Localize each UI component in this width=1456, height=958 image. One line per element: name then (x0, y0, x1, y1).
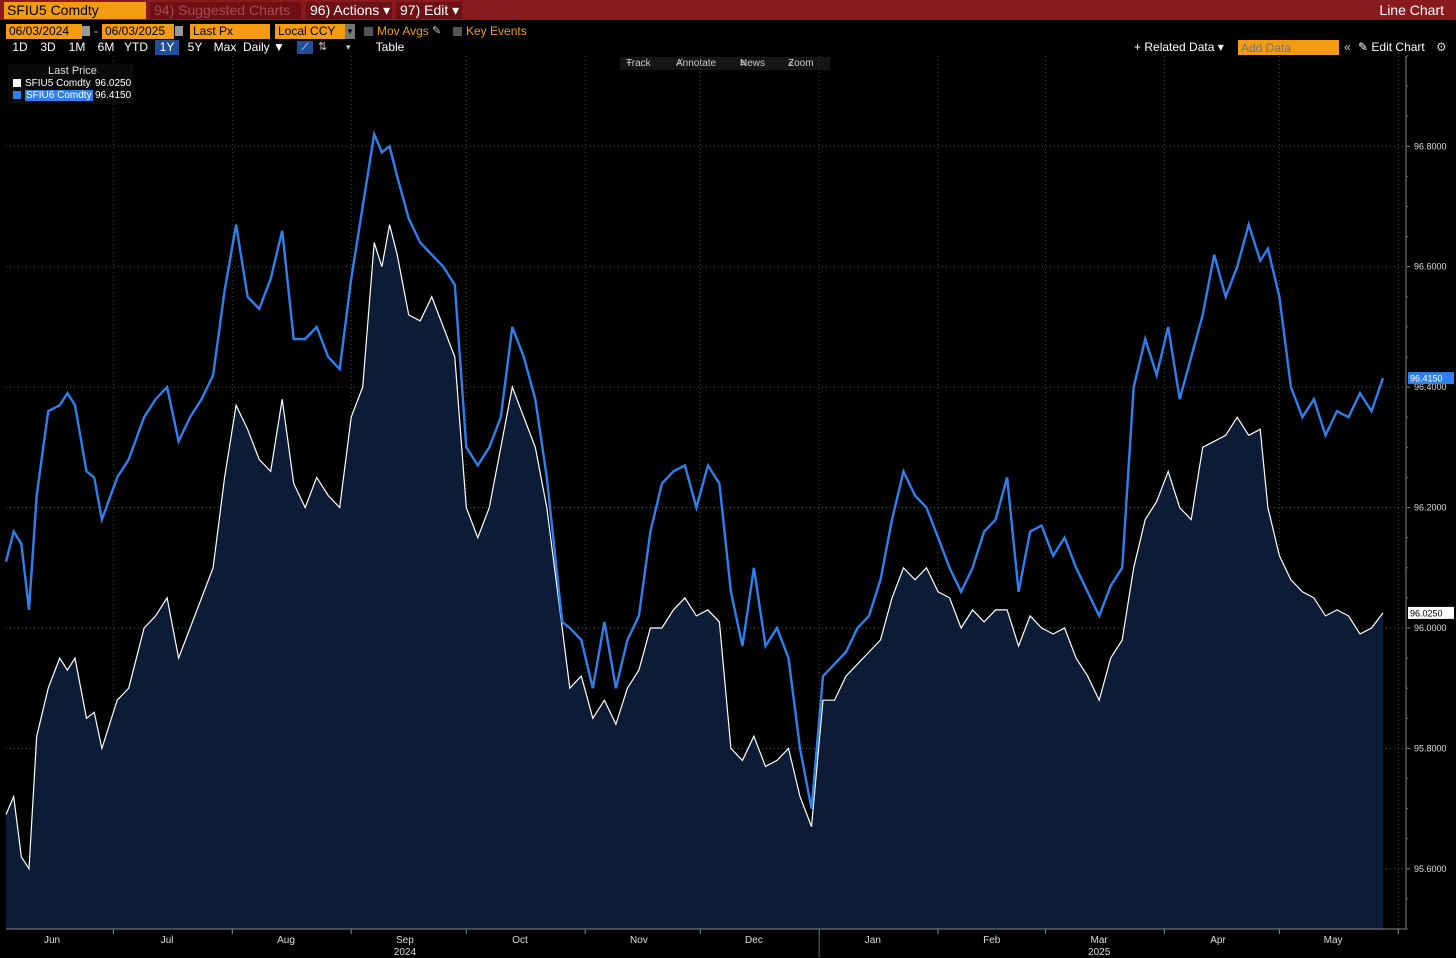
range-max[interactable]: Max (213, 40, 237, 54)
related-data-label: Related Data (1144, 40, 1215, 54)
end-date-field[interactable]: 06/03/2025 (102, 24, 174, 39)
suggested-charts-label: 94) Suggested Charts (154, 2, 291, 18)
actions-menu[interactable]: 96) Actions ▾ (306, 2, 392, 19)
add-data-input[interactable] (1238, 40, 1339, 55)
chevron-down-icon: ▾ (452, 2, 460, 18)
related-data-menu[interactable]: + Related Data ▾ (1134, 40, 1228, 55)
range-3d[interactable]: 3D (40, 40, 56, 54)
x-tick-label: Mar (1091, 935, 1109, 946)
series-sfiu5-area (6, 224, 1383, 930)
x-tick-label: Aug (277, 935, 295, 946)
pencil-icon[interactable]: ✎ (432, 25, 442, 37)
last-value-sfiu6-text: 96.4150 (1410, 374, 1443, 384)
legend-name-sfiu6[interactable]: SFIU6 Comdty (25, 90, 93, 101)
x-year-label: 2024 (394, 947, 417, 958)
y-tick-label: 96.0000 (1414, 623, 1447, 633)
legend-swatch-sfiu6 (13, 91, 21, 99)
x-tick-label: Jun (44, 935, 60, 946)
series-sfiu5-line (5, 224, 1384, 871)
edit-label: 97) Edit (400, 2, 449, 18)
x-tick-label: Nov (630, 935, 648, 946)
pencil-icon: ⟋ (676, 58, 683, 69)
edit-chart-label: Edit Chart (1371, 40, 1425, 54)
range-1y[interactable]: 1Y (155, 40, 179, 55)
x-tick-label: Jan (865, 935, 881, 946)
collapse-icon[interactable]: « (1344, 40, 1351, 54)
table-button[interactable]: Table (375, 40, 405, 54)
x-tick-label: Feb (983, 935, 1001, 946)
ticker-input[interactable]: SFIU5 Comdty (4, 2, 146, 19)
x-tick-label: May (1324, 935, 1343, 946)
legend-value-sfiu5: 96.0250 (95, 78, 132, 89)
y-axis: 95.6000 95.8000 96.0000 96.2000 96.4000 96.60… (1405, 55, 1447, 930)
legend-name-sfiu5[interactable]: SFIU5 Comdty (25, 78, 91, 89)
chevron-down-icon[interactable]: ▾ (345, 24, 355, 39)
range-6m[interactable]: 6M (97, 40, 115, 54)
gear-icon[interactable]: ⚙ (1436, 40, 1447, 54)
zoom-label: Zoom (788, 58, 814, 69)
frequency-selector[interactable]: Daily ▼ (243, 40, 289, 55)
annotate-label: Annotate (676, 58, 717, 69)
y-tick-label: 95.8000 (1414, 743, 1447, 753)
x-tick-label: Oct (512, 935, 528, 946)
mov-avgs-label[interactable]: Mov Avgs (377, 24, 429, 38)
y-tick-label: 96.4000 (1414, 382, 1447, 392)
y-tick-label: 96.6000 (1414, 262, 1447, 272)
key-events-label[interactable]: Key Events (466, 24, 527, 38)
start-date-field[interactable]: 06/03/2024 (6, 24, 82, 39)
range-ytd[interactable]: YTD (124, 40, 148, 54)
chart-type-title: Line Chart (1379, 2, 1444, 18)
y-tick-label: 96.8000 (1414, 141, 1447, 151)
x-tick-label: Jul (161, 935, 174, 946)
news-icon: ≡ (740, 58, 746, 69)
x-axis: Jun Jul Aug Sep Oct Nov Dec Jan Feb Mar Apr May 2024… (6, 928, 1406, 958)
x-tick-label: Sep (396, 935, 414, 946)
range-1d[interactable]: 1D (12, 40, 28, 54)
bar-style-icon[interactable]: ⇅ (318, 41, 328, 53)
date-controls-row: 06/03/2024 - 06/03/2025 Last Px Local CC… (0, 24, 1456, 40)
mov-avgs-checkbox[interactable] (364, 27, 373, 36)
magnifier-icon: ⌕ (788, 58, 794, 69)
date-separator: - (94, 24, 98, 38)
crosshair-icon: + (626, 58, 632, 69)
calendar-icon[interactable] (82, 26, 90, 36)
last-value-sfiu6-box (1408, 372, 1454, 385)
header-bar: SFIU5 Comdty 94) Suggested Charts ▾ 96) … (0, 0, 1456, 35)
key-events-checkbox[interactable] (453, 27, 462, 36)
edit-menu[interactable]: 97) Edit ▾ (396, 2, 462, 19)
x-tick-label: Apr (1210, 935, 1226, 946)
frequency-label: Daily (243, 40, 270, 54)
news-label: News (740, 58, 766, 69)
last-value-sfiu5-box (1408, 606, 1454, 619)
x-tick-label: Dec (745, 935, 763, 946)
track-label: Track (626, 58, 651, 69)
chevron-down-icon: ▾ (383, 2, 391, 18)
currency-selector[interactable]: Local CCY (275, 24, 345, 39)
pencil-icon: ✎ (1358, 40, 1369, 54)
edit-chart-button[interactable]: ✎ Edit Chart (1358, 40, 1432, 55)
range-toolbar: 1D 3D 1M 6M YTD 1Y 5Y Max Daily ▼ ⟋ ⇅ ▾ … (0, 40, 1456, 56)
x-year-label: 2025 (1088, 947, 1111, 958)
line-chart-icon[interactable]: ⟋ (297, 41, 313, 54)
legend-title: Last Price (48, 65, 97, 77)
calendar-icon[interactable] (175, 26, 183, 36)
legend: Last Price SFIU5 Comdty 96.0250 SFIU6 Co… (8, 64, 134, 104)
series-sfiu6-line (4, 130, 1385, 809)
plus-icon: + (1134, 40, 1142, 54)
actions-label: 96) Actions (310, 2, 380, 18)
legend-value-sfiu6: 96.4150 (95, 90, 132, 101)
legend-swatch-sfiu5 (13, 79, 21, 87)
chevron-down-icon: ▾ (1217, 40, 1224, 54)
range-5y[interactable]: 5Y (187, 40, 203, 54)
y-tick-label: 96.2000 (1414, 503, 1447, 513)
range-1m[interactable]: 1M (68, 40, 86, 54)
field-selector[interactable]: Last Px (190, 24, 270, 39)
chevron-down-icon[interactable]: ▾ (346, 42, 351, 52)
y-tick-label: 95.6000 (1414, 864, 1447, 874)
chart-tools-bar: + Track ⟋ Annotate ≡ News ⌕ Zoom (620, 57, 830, 70)
chevron-down-icon: ▼ (273, 40, 285, 54)
last-value-labels: 96.4150 96.0250 (1408, 372, 1454, 619)
last-value-sfiu5-text: 96.0250 (1410, 608, 1443, 618)
